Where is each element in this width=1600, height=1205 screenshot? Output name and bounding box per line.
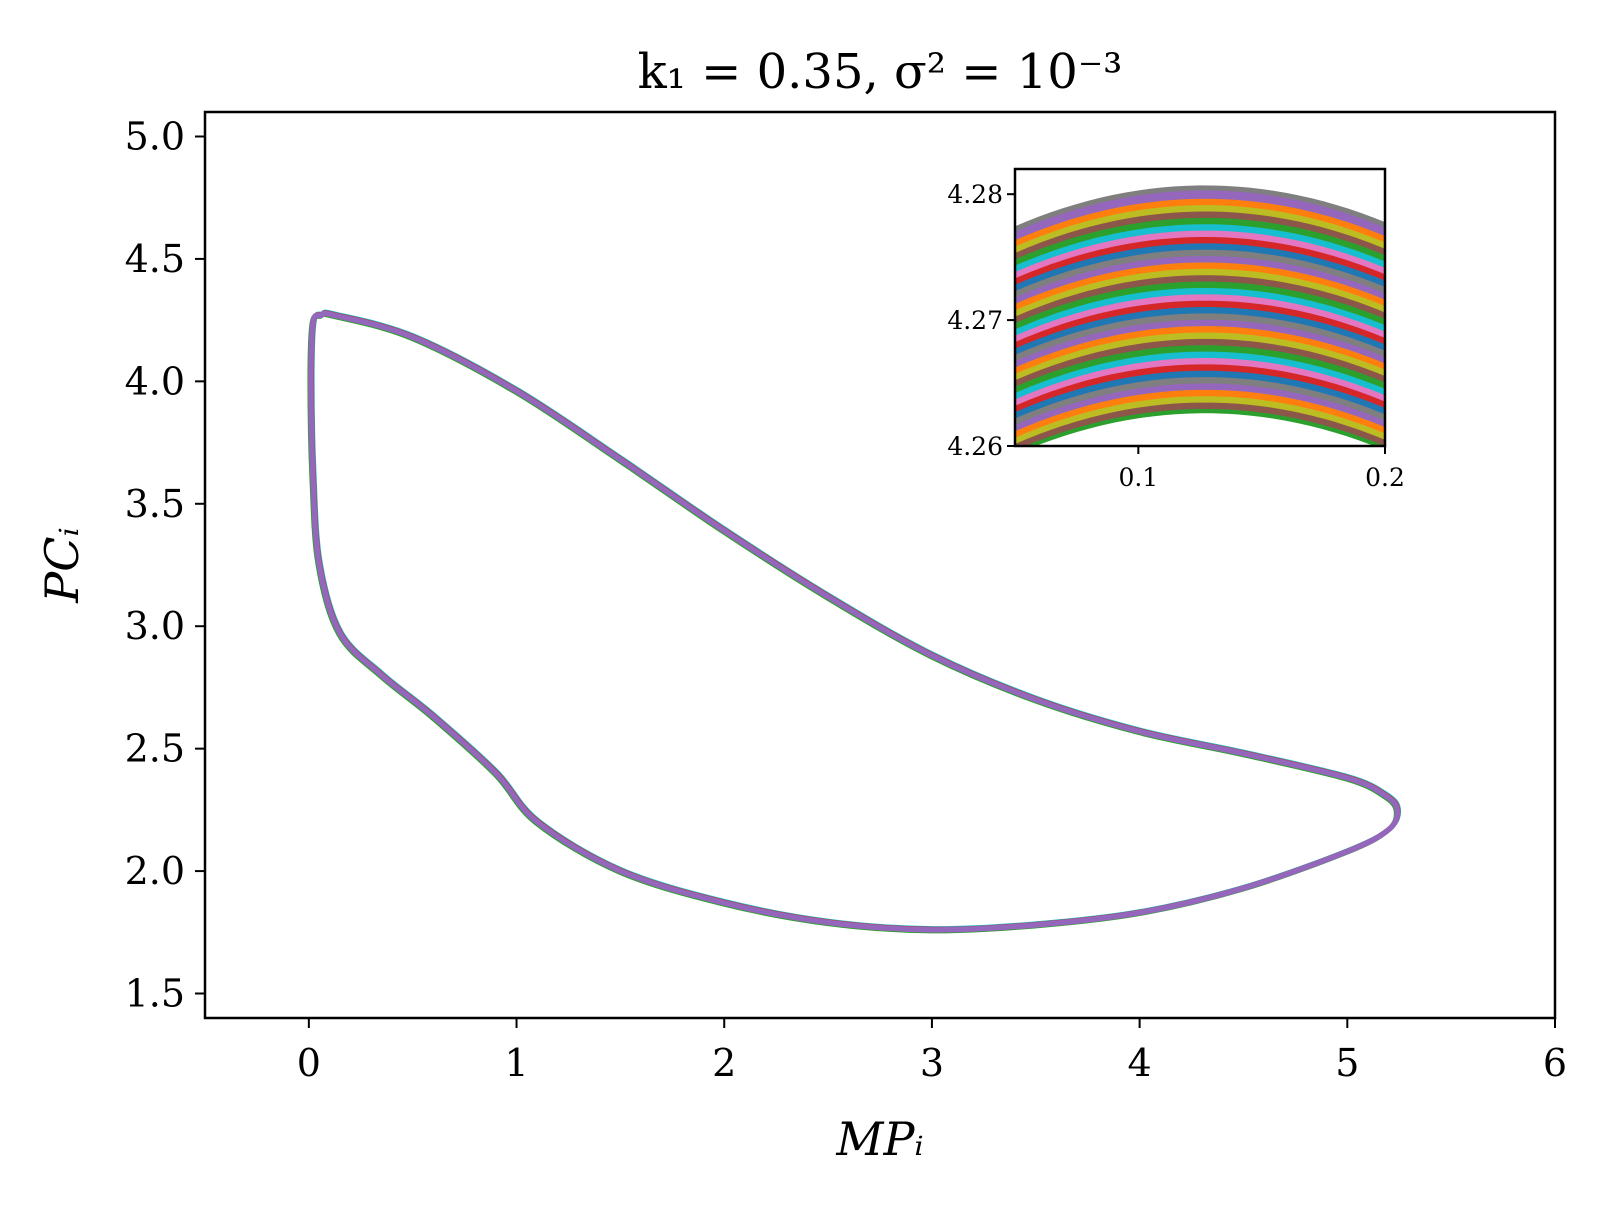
inset-trajectory-line (1015, 310, 1385, 362)
inset-trajectory-line (1022, 408, 1385, 446)
inset-trajectory-line (1015, 329, 1385, 381)
inset-trajectory-line (1015, 374, 1385, 425)
y-tick-label: 4.0 (125, 359, 185, 403)
x-tick-label: 1 (504, 1041, 528, 1085)
inset-trajectory-line (1015, 291, 1385, 343)
inset-trajectory-line (1015, 368, 1385, 419)
y-tick-label: 1.5 (125, 972, 185, 1016)
inset-trajectory-line (1015, 348, 1385, 400)
x-tick-label: 5 (1335, 1041, 1359, 1085)
inset-trajectory-line (1015, 298, 1385, 349)
inset-trajectory-line (1015, 208, 1385, 260)
inset-series-layer (1015, 185, 1385, 446)
chart-title: k₁ = 0.35, σ² = 10⁻³ (638, 44, 1123, 100)
inset-trajectory-line (1015, 355, 1385, 406)
main-series-layer (307, 309, 1402, 934)
inset-y-axis: 4.26 4.27 4.28 (947, 180, 1015, 461)
inset-trajectory-line (1015, 202, 1385, 253)
inset-plot-area: 0.1 0.2 4.26 4.27 4.28 (947, 167, 1405, 492)
inset-trajectory-line (1015, 259, 1385, 311)
y-axis-label: PCᵢ (35, 527, 89, 603)
x-tick-label: 6 (1543, 1041, 1567, 1085)
inset-trajectory-line (1015, 240, 1385, 292)
inset-trajectory-line (1015, 272, 1385, 324)
inset-x-axis: 0.1 0.2 (1118, 446, 1405, 492)
inset-trajectory-line (1015, 342, 1385, 394)
inset-trajectory-line (1015, 278, 1385, 330)
inset-trajectory-line (1015, 399, 1385, 446)
inset-trajectory-line (1015, 215, 1385, 266)
inset-trajectory-line (1015, 285, 1385, 336)
inset-trajectory-line (1015, 380, 1385, 432)
inset-trajectory-line (1015, 393, 1385, 444)
inset-trajectory-line (1015, 234, 1385, 285)
x-tick-label: 3 (920, 1041, 944, 1085)
inset-trajectory-line (1015, 387, 1385, 438)
y-tick-label: 2.0 (125, 849, 185, 893)
inset-trajectory-line (1015, 336, 1385, 387)
inset-axes-frame (1013, 167, 1387, 448)
inset-trajectory-line (1015, 227, 1385, 279)
x-tick-label: 4 (1128, 1041, 1152, 1085)
series-line (308, 310, 1401, 933)
inset-x-tick-label: 0.1 (1118, 463, 1158, 492)
inset-trajectory-line (1015, 253, 1385, 304)
inset-trajectory-line (1015, 247, 1385, 298)
main-x-axis: 0 1 2 3 4 5 6 (297, 1018, 1567, 1085)
inset-trajectory-line (1015, 189, 1385, 241)
inset-y-tick-label: 4.26 (947, 432, 1003, 461)
y-tick-label: 5.0 (125, 114, 185, 158)
inset-trajectory-line (1015, 304, 1385, 355)
x-tick-label: 0 (297, 1041, 321, 1085)
inset-trajectory-line (1015, 323, 1385, 374)
inset-y-tick-label: 4.27 (947, 306, 1003, 335)
y-tick-label: 3.0 (125, 604, 185, 648)
main-y-axis: 1.5 2.0 2.5 3.0 3.5 4.0 4.5 5.0 (125, 114, 205, 1016)
inset-y-tick-label: 4.28 (947, 180, 1003, 209)
inset-trajectory-line (1015, 221, 1385, 273)
y-tick-label: 4.5 (125, 237, 185, 281)
main-axes-frame (203, 110, 1557, 1020)
inset-trajectory-line (1015, 185, 1385, 232)
inset-x-tick-label: 0.2 (1365, 463, 1405, 492)
inset-trajectory-line (1015, 317, 1385, 368)
inset-trajectory-line (1015, 361, 1385, 413)
y-tick-label: 2.5 (125, 727, 185, 771)
y-tick-label: 3.5 (125, 482, 185, 526)
main-plot-area: 0 1 2 3 4 5 6 1.5 2.0 2.5 3.0 3.5 4.0 4.5 5.0 (125, 110, 1567, 1085)
inset-trajectory-line (1015, 196, 1385, 247)
x-axis-label: MPᵢ (835, 1112, 923, 1166)
inset-trajectory-line (1015, 266, 1385, 317)
x-tick-label: 2 (712, 1041, 736, 1085)
